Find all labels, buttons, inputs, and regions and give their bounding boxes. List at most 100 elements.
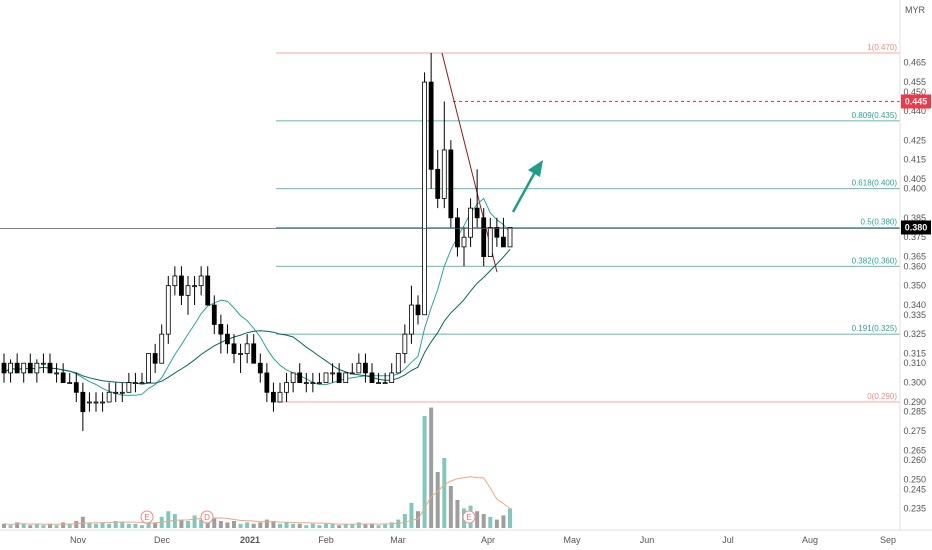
volume-bar [153, 522, 158, 528]
price-axis: MYR0.2350.2450.2500.2600.2650.2750.2850.… [899, 0, 926, 530]
volume-bar [100, 522, 105, 528]
volume-bar [41, 525, 46, 528]
volume-bar [501, 515, 506, 528]
candle-body [382, 382, 388, 385]
candle-body [60, 372, 66, 384]
volume-bar [278, 523, 282, 528]
volume-bar [508, 508, 512, 528]
y-tick-label: 0.350 [903, 281, 926, 291]
candle-body [297, 372, 303, 384]
y-tick-label: 0.235 [903, 504, 926, 514]
candle-body [369, 372, 375, 384]
y-tick-label: 0.465 [903, 58, 926, 68]
volume-bar [389, 522, 394, 528]
volume-bar [258, 522, 263, 528]
volume-bar [251, 523, 256, 528]
candle-body [8, 362, 13, 374]
candle-body [317, 382, 322, 385]
y-tick-label: 0.455 [903, 77, 926, 87]
event-marker [200, 510, 214, 524]
candle-body [336, 372, 342, 384]
volume-bar [179, 519, 184, 528]
price-tag-box [901, 94, 931, 109]
time-axis: Nov Dec 2021 Feb Mar Apr May Jun Jul Aug Sep [0, 529, 932, 545]
volume-bar [48, 523, 52, 528]
candle-body [428, 81, 434, 170]
event-marker-label: D [204, 513, 210, 522]
volume-bar [291, 523, 296, 528]
y-tick-label: 0.250 [903, 475, 926, 485]
candle-body [363, 362, 368, 374]
candle-body [172, 275, 178, 287]
volume-bar [422, 416, 427, 528]
volume-bar [74, 521, 79, 528]
candle-body [34, 362, 40, 374]
fib-label-0.191: 0.191(0.325) [852, 324, 898, 333]
y-tick-label: 0.365 [903, 252, 926, 262]
volume-bar [28, 525, 33, 528]
volume-bar [324, 523, 328, 528]
x-tick-label: Aug [802, 535, 818, 545]
volume-bar [317, 525, 322, 528]
volume-bar [402, 514, 407, 528]
volume-bar [264, 519, 269, 528]
event-marker-label: E [466, 513, 471, 522]
x-tick-label: Jun [640, 535, 655, 545]
volume-bar [94, 523, 98, 528]
candle-body [290, 372, 296, 384]
candle-body [67, 382, 73, 385]
volume-bar [67, 523, 72, 528]
volume-bar [133, 523, 138, 528]
volume-bars [2, 407, 512, 528]
candle-body [14, 362, 20, 374]
x-tick-label: Apr [481, 535, 495, 545]
candle-body [133, 382, 138, 385]
y-tick-label: 0.360 [903, 261, 926, 271]
trend-annotations [441, 52, 543, 273]
candle-body [343, 372, 349, 384]
y-tick-label: 0.335 [903, 310, 926, 320]
volume-bar [271, 521, 276, 528]
volume-bar [146, 521, 151, 528]
candle-body [264, 372, 270, 393]
candle-body [507, 227, 513, 248]
volume-bar [337, 525, 342, 528]
volume-bar [172, 514, 177, 528]
candle-body [395, 353, 401, 374]
downtrend-line [441, 52, 498, 273]
x-tick-label: May [563, 535, 581, 545]
candle-body [448, 149, 454, 219]
volume-bar [218, 521, 223, 528]
candle-body [284, 382, 289, 393]
candle-body [257, 362, 263, 374]
candle-body [80, 391, 86, 413]
volume-bar [343, 523, 348, 528]
volume-bar [409, 502, 414, 528]
fib-label-0.5: 0.5(0.380) [861, 218, 898, 227]
x-tick-label: Sep [880, 535, 896, 545]
volume-bar [140, 525, 144, 528]
candle-body [231, 343, 237, 354]
y-tick-label: 0.310 [903, 358, 926, 368]
y-tick-label: 0.405 [903, 174, 926, 184]
candle-body [93, 401, 99, 404]
candle-body [303, 382, 309, 385]
y-tick-label: 0.290 [903, 397, 926, 407]
volume-bar [87, 522, 92, 528]
moving-averages [3, 197, 511, 396]
volume-bar [186, 521, 190, 528]
candle-body [349, 372, 355, 375]
volume-bar [166, 511, 171, 528]
price-tags: 0.445 0.380 [901, 94, 931, 235]
candle-body [1, 362, 7, 374]
volume-bar [481, 514, 486, 528]
candle-body [474, 207, 480, 219]
candle-body [481, 217, 487, 257]
candle-body [422, 81, 427, 316]
volume-bar [310, 523, 315, 528]
volume-bar [107, 523, 112, 528]
candle-body [468, 207, 473, 238]
x-tick-label: Feb [318, 535, 334, 545]
